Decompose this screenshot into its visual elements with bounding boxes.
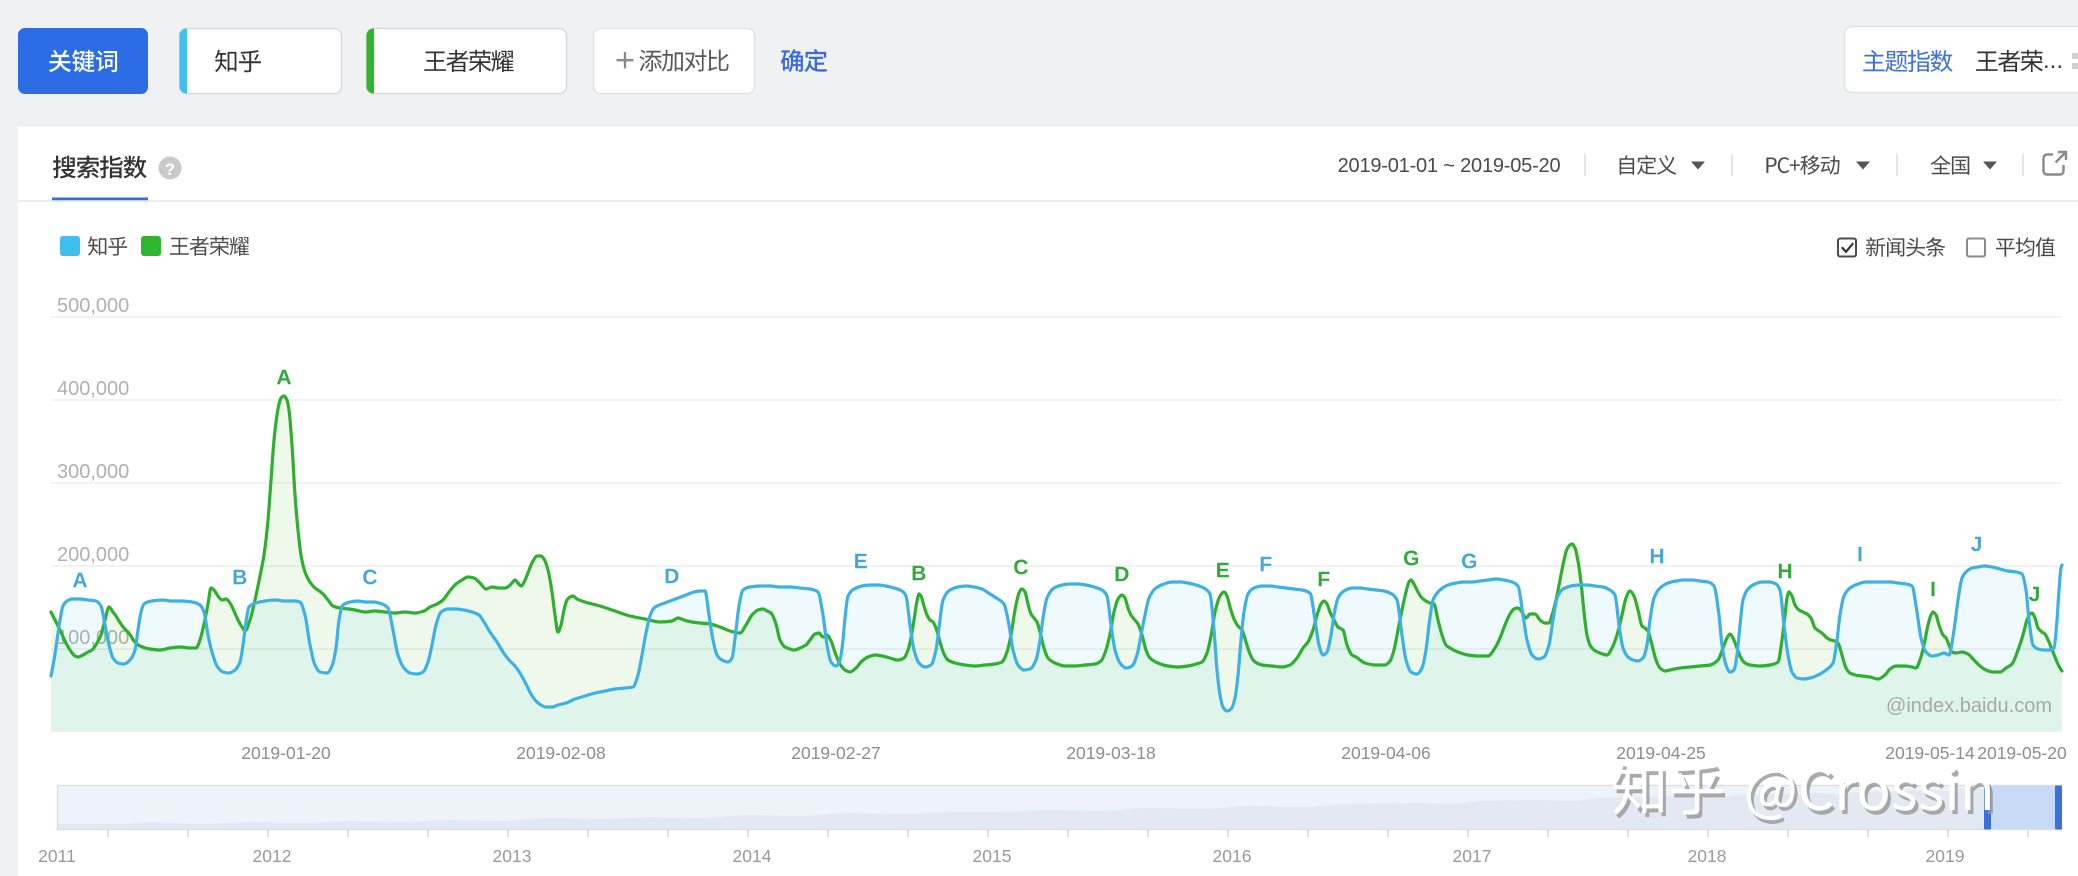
svg-text:500,000: 500,000 [57, 295, 129, 317]
svg-text:2019-04-06: 2019-04-06 [1341, 743, 1431, 763]
svg-text:2018: 2018 [1688, 846, 1727, 866]
svg-text:2019-05-14: 2019-05-14 [1885, 743, 1975, 763]
svg-text:400,000: 400,000 [57, 378, 129, 400]
svg-text:300,000: 300,000 [57, 461, 129, 483]
svg-text:@index.baidu.com: @index.baidu.com [1886, 695, 2052, 717]
svg-text:2019: 2019 [1926, 846, 1965, 866]
svg-text:2019-01-01 ~ 2019-05-20: 2019-01-01 ~ 2019-05-20 [1338, 155, 1561, 177]
svg-text:100,000: 100,000 [57, 627, 129, 649]
svg-text:200,000: 200,000 [57, 544, 129, 566]
svg-text:2012: 2012 [253, 846, 292, 866]
svg-text:...: ... [2043, 47, 2063, 74]
svg-text:2019-02-27: 2019-02-27 [791, 743, 881, 763]
svg-text:2019-03-18: 2019-03-18 [1066, 743, 1156, 763]
svg-text:2019-01-20: 2019-01-20 [241, 743, 331, 763]
svg-text:2015: 2015 [973, 846, 1012, 866]
svg-text:2019-02-08: 2019-02-08 [516, 743, 606, 763]
svg-text:2017: 2017 [1453, 846, 1492, 866]
svg-text:2016: 2016 [1213, 846, 1252, 866]
svg-text:?: ? [165, 160, 175, 179]
svg-text:2014: 2014 [733, 846, 772, 866]
svg-text:2013: 2013 [493, 846, 532, 866]
svg-text:2019-05-20: 2019-05-20 [1977, 743, 2067, 763]
svg-text:2019-04-25: 2019-04-25 [1616, 743, 1706, 763]
svg-text:2011: 2011 [38, 846, 76, 866]
